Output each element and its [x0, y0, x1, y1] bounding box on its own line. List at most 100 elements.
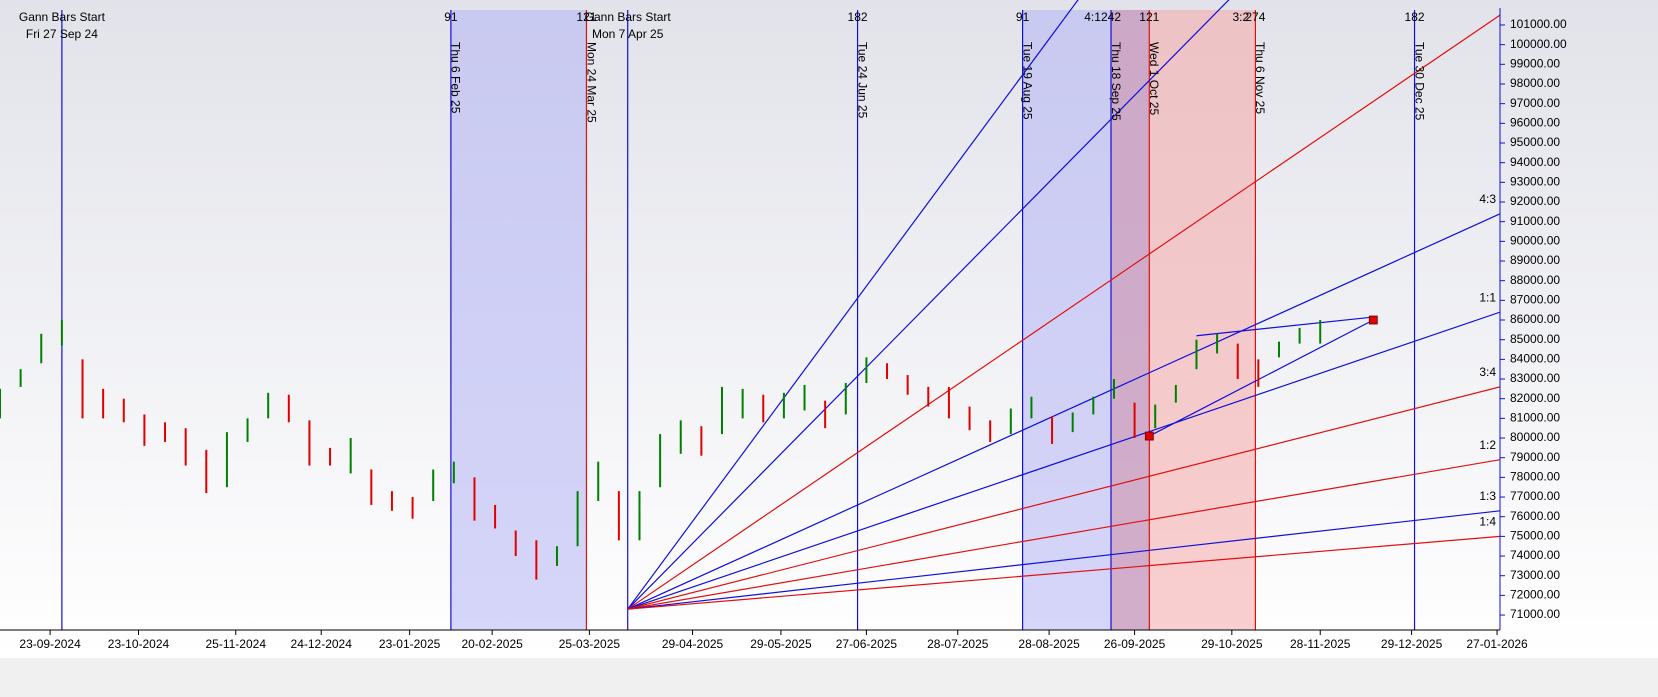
x-tick-label: 28-08-2025: [1018, 637, 1080, 651]
x-tick-label: 25-03-2025: [559, 637, 621, 651]
y-tick-label: 81000.00: [1510, 411, 1560, 425]
axes: 101000.00 100000.00 99000.00 98000.00 97000.…: [0, 8, 1567, 651]
fan-label: 1:4: [1479, 515, 1496, 529]
price-bar: [762, 394, 765, 423]
event-label: Thu 18 Sep 25: [1109, 42, 1123, 121]
x-tick-label: 28-07-2025: [927, 637, 989, 651]
event-count: 274: [1245, 10, 1265, 24]
price-bar: [535, 540, 538, 580]
price-bar: [1298, 327, 1301, 344]
event-count: 91: [444, 10, 458, 24]
trendline: [1149, 319, 1374, 437]
price-bar: [452, 461, 455, 484]
event-label: Tue 30 Dec 25: [1412, 42, 1426, 121]
price-bar: [1051, 416, 1054, 444]
price-bar: [989, 420, 992, 442]
event-heading: Gann Bars Start: [19, 10, 106, 24]
price-bar: [1133, 402, 1136, 439]
y-tick-label: 73000.00: [1510, 568, 1560, 582]
price-bar: [205, 449, 208, 494]
y-tick-label: 89000.00: [1510, 253, 1560, 267]
y-tick-label: 93000.00: [1510, 175, 1560, 189]
gann-fan-line: [627, 386, 1500, 610]
x-tick-label: 25-11-2024: [206, 637, 267, 651]
y-tick-label: 101000.00: [1510, 17, 1567, 31]
event-count: 242: [1101, 10, 1121, 24]
y-tick-label: 79000.00: [1510, 450, 1560, 464]
y-tick-label: 72000.00: [1510, 588, 1560, 602]
price-bar: [555, 546, 558, 566]
price-bar: [102, 388, 105, 419]
price-bar: [267, 392, 270, 419]
price-bar: [638, 491, 641, 541]
x-tick-label: 24-12-2024: [291, 637, 353, 651]
y-tick-label: 86000.00: [1510, 312, 1560, 326]
price-bar: [60, 320, 63, 346]
event-count: 182: [1405, 10, 1425, 24]
price-bar: [824, 400, 827, 429]
price-bar: [803, 384, 806, 411]
plot-background: [0, 0, 1658, 658]
price-bar: [947, 386, 950, 419]
price-bar: [473, 477, 476, 521]
price-bar: [225, 432, 228, 488]
time-zone: [450, 10, 587, 630]
y-tick-label: 87000.00: [1510, 293, 1560, 307]
y-tick-label: 85000.00: [1510, 332, 1560, 346]
event-count: 121: [1139, 10, 1159, 24]
y-tick-label: 84000.00: [1510, 352, 1560, 366]
price-bar: [1174, 384, 1177, 403]
event-count: 182: [848, 10, 868, 24]
event-label: Thu 6 Nov 25: [1253, 42, 1267, 114]
price-bar: [1257, 359, 1260, 387]
gann-fan-line: [627, 0, 1079, 610]
price-bar: [597, 461, 600, 501]
y-tick-label: 76000.00: [1510, 509, 1560, 523]
price-bar: [411, 497, 414, 519]
pivot-marker: [1368, 315, 1378, 325]
gann-fan-line: [627, 459, 1500, 610]
event-count: 121: [576, 10, 596, 24]
event-heading: Gann Bars Start: [585, 10, 672, 24]
event-count: 91: [1016, 10, 1030, 24]
x-tick-label: 23-01-2025: [379, 637, 441, 651]
gann-fan-line: [627, 0, 1230, 610]
time-zone: [1111, 10, 1256, 630]
y-tick-label: 97000.00: [1510, 96, 1560, 110]
gann-fan-line: [627, 535, 1500, 610]
price-bar: [844, 382, 847, 415]
gann-fan-line: [627, 510, 1500, 610]
price-bar: [19, 369, 22, 387]
price-bar: [927, 386, 930, 407]
fan-label: 3:4: [1479, 365, 1496, 379]
price-bar: [349, 438, 352, 474]
y-tick-label: 77000.00: [1510, 489, 1560, 503]
event-label: Tue 24 Jun 25: [855, 42, 869, 119]
y-tick-label: 92000.00: [1510, 194, 1560, 208]
y-tick-label: 75000.00: [1510, 529, 1560, 543]
event-label: Mon 7 Apr 25: [592, 27, 664, 41]
price-bar: [1092, 396, 1095, 415]
fan-label: 1:2: [1479, 438, 1496, 452]
y-tick-label: 82000.00: [1510, 391, 1560, 405]
fan-label: 1:3: [1479, 489, 1496, 503]
price-bar: [1216, 333, 1219, 354]
price-bar: [1319, 320, 1322, 344]
price-bar: [865, 357, 868, 383]
y-tick-label: 83000.00: [1510, 371, 1560, 385]
gann-fan-line: [627, 311, 1500, 610]
x-tick-label: 29-12-2025: [1381, 637, 1443, 651]
y-tick-label: 99000.00: [1510, 56, 1560, 70]
event-label: Thu 6 Feb 25: [449, 42, 463, 114]
event-label: Fri 27 Sep 24: [26, 27, 98, 41]
y-tick-label: 91000.00: [1510, 214, 1560, 228]
price-bar: [329, 447, 332, 466]
price-bar: [1071, 412, 1074, 433]
price-bar: [968, 406, 971, 431]
price-bar: [721, 386, 724, 435]
y-tick-label: 95000.00: [1510, 135, 1560, 149]
gann-fan-line: [627, 14, 1500, 610]
x-tick-label: 27-06-2025: [836, 637, 898, 651]
price-bar: [886, 363, 889, 380]
